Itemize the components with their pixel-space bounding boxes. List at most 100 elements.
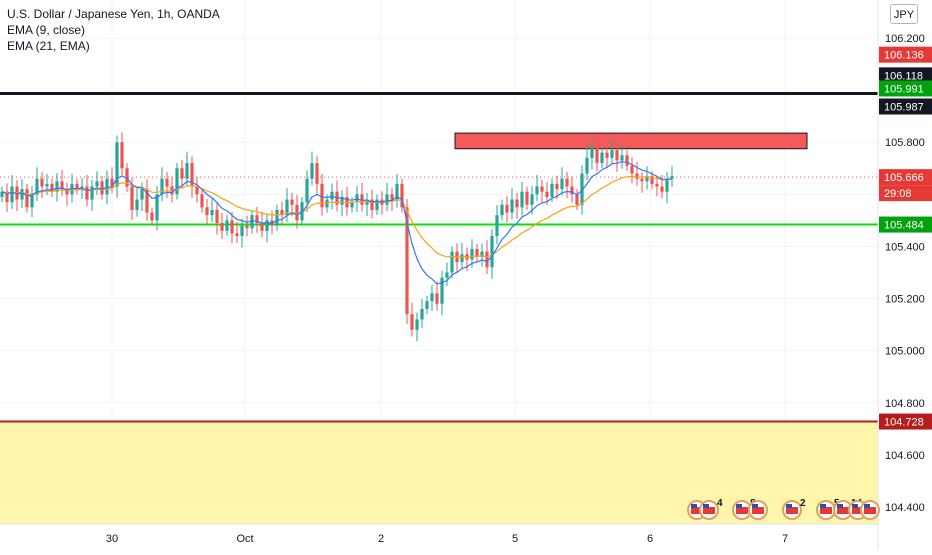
candle-body xyxy=(500,204,504,216)
countdown-label: 29:08 xyxy=(884,188,912,200)
candle-body xyxy=(655,183,659,187)
economic-events[interactable]: 482514 xyxy=(687,498,880,520)
candle-body xyxy=(30,194,34,208)
candle-body xyxy=(220,222,224,231)
ema-slow-line xyxy=(1,175,673,258)
candle-body xyxy=(565,178,569,187)
flag-canton xyxy=(786,504,792,508)
symbol-title[interactable]: U.S. Dollar / Japanese Yen, 1h, OANDA xyxy=(7,7,220,21)
candle-body xyxy=(650,176,654,184)
candle-body xyxy=(310,163,314,179)
flag-stripe xyxy=(691,507,703,514)
candle-body xyxy=(230,220,234,234)
candle-body xyxy=(105,178,109,195)
price-label-red-top: 106.136 xyxy=(884,50,924,62)
resistance-box xyxy=(454,132,808,150)
candle-body xyxy=(65,189,69,195)
candle-body xyxy=(10,186,14,203)
candle-body xyxy=(405,207,409,315)
price-label-black-line: 105.987 xyxy=(884,101,924,113)
price-label-red-top-bg xyxy=(879,46,932,63)
ema-slow-label[interactable]: EMA (21, EMA) xyxy=(7,39,90,53)
horizontal-levels[interactable] xyxy=(0,91,878,423)
candle-body xyxy=(525,191,529,205)
candle-body xyxy=(555,183,559,190)
flag-canton xyxy=(703,504,709,508)
candle-body xyxy=(450,251,454,273)
candle-body xyxy=(245,225,249,229)
candle-body xyxy=(85,186,89,200)
candle-body xyxy=(615,150,619,161)
candle-body xyxy=(585,157,589,174)
candle-body xyxy=(75,183,79,190)
chart-legend: U.S. Dollar / Japanese Yen, 1h, OANDA EM… xyxy=(7,6,220,54)
candle-body xyxy=(575,194,579,205)
candle-body xyxy=(390,194,394,200)
candle-body xyxy=(440,277,444,304)
candle-body xyxy=(665,178,669,192)
candle-body xyxy=(320,183,324,208)
candle-body xyxy=(515,199,519,208)
price-label-dark-top: 106.118 xyxy=(884,70,923,82)
candle-body xyxy=(415,319,419,330)
candle-body xyxy=(350,202,354,208)
ema-fast-line xyxy=(1,160,673,285)
candle-body xyxy=(595,147,599,164)
flag-canton xyxy=(820,504,826,508)
candle-body xyxy=(640,178,644,182)
flag-canton xyxy=(752,504,758,508)
candle-body xyxy=(40,178,44,187)
candle-body xyxy=(475,249,479,257)
candle-body xyxy=(510,199,514,213)
price-label-dark-top-bg xyxy=(879,67,932,84)
ema-lines xyxy=(1,160,673,285)
flag-canton xyxy=(691,504,697,508)
flag-stripe xyxy=(837,507,849,514)
event-flag-2b xyxy=(748,500,768,520)
flag-canton xyxy=(852,504,858,508)
candle-body xyxy=(95,181,99,187)
currency-button[interactable]: JPY xyxy=(890,4,918,24)
candle-body xyxy=(100,181,104,195)
candle-body xyxy=(545,191,549,197)
candle-body xyxy=(210,209,214,216)
candle-body xyxy=(645,176,649,182)
event-flag-3: 2 xyxy=(782,498,806,520)
candle-body xyxy=(660,186,664,192)
candle-body xyxy=(400,183,404,208)
candle-body xyxy=(530,194,534,205)
candle-body xyxy=(60,181,64,190)
time-tick-label: 30 xyxy=(106,533,118,545)
candle-body xyxy=(495,215,499,237)
candle-body xyxy=(280,209,284,216)
event-flag-1b: 4 xyxy=(699,498,723,520)
candle-body xyxy=(370,199,374,210)
price-tick-label: 104.800 xyxy=(885,398,925,410)
candle-body xyxy=(410,314,414,330)
candle-body xyxy=(115,142,119,187)
candle-body xyxy=(635,173,639,179)
candle-body xyxy=(215,209,219,223)
candle-body xyxy=(195,186,199,195)
candle-body xyxy=(600,152,604,164)
candle-body xyxy=(185,163,189,179)
candle-body xyxy=(550,183,554,197)
ema-fast-label[interactable]: EMA (9, close) xyxy=(7,23,86,37)
candle-body xyxy=(570,186,574,195)
candle-body xyxy=(150,212,154,221)
candle-body xyxy=(50,183,54,192)
candle-body xyxy=(670,176,674,179)
candle-body xyxy=(315,163,319,184)
candle-body xyxy=(590,147,594,158)
price-tick-label: 105.800 xyxy=(885,137,925,149)
price-label-green-line: 105.484 xyxy=(884,220,924,232)
price-label-green-top-bg xyxy=(879,80,932,97)
price-tick-label: 104.600 xyxy=(885,450,925,462)
candles xyxy=(0,132,674,342)
candle-body xyxy=(535,186,539,195)
candle-body xyxy=(425,301,429,309)
candle-body xyxy=(145,189,149,213)
candle-body xyxy=(540,186,544,192)
